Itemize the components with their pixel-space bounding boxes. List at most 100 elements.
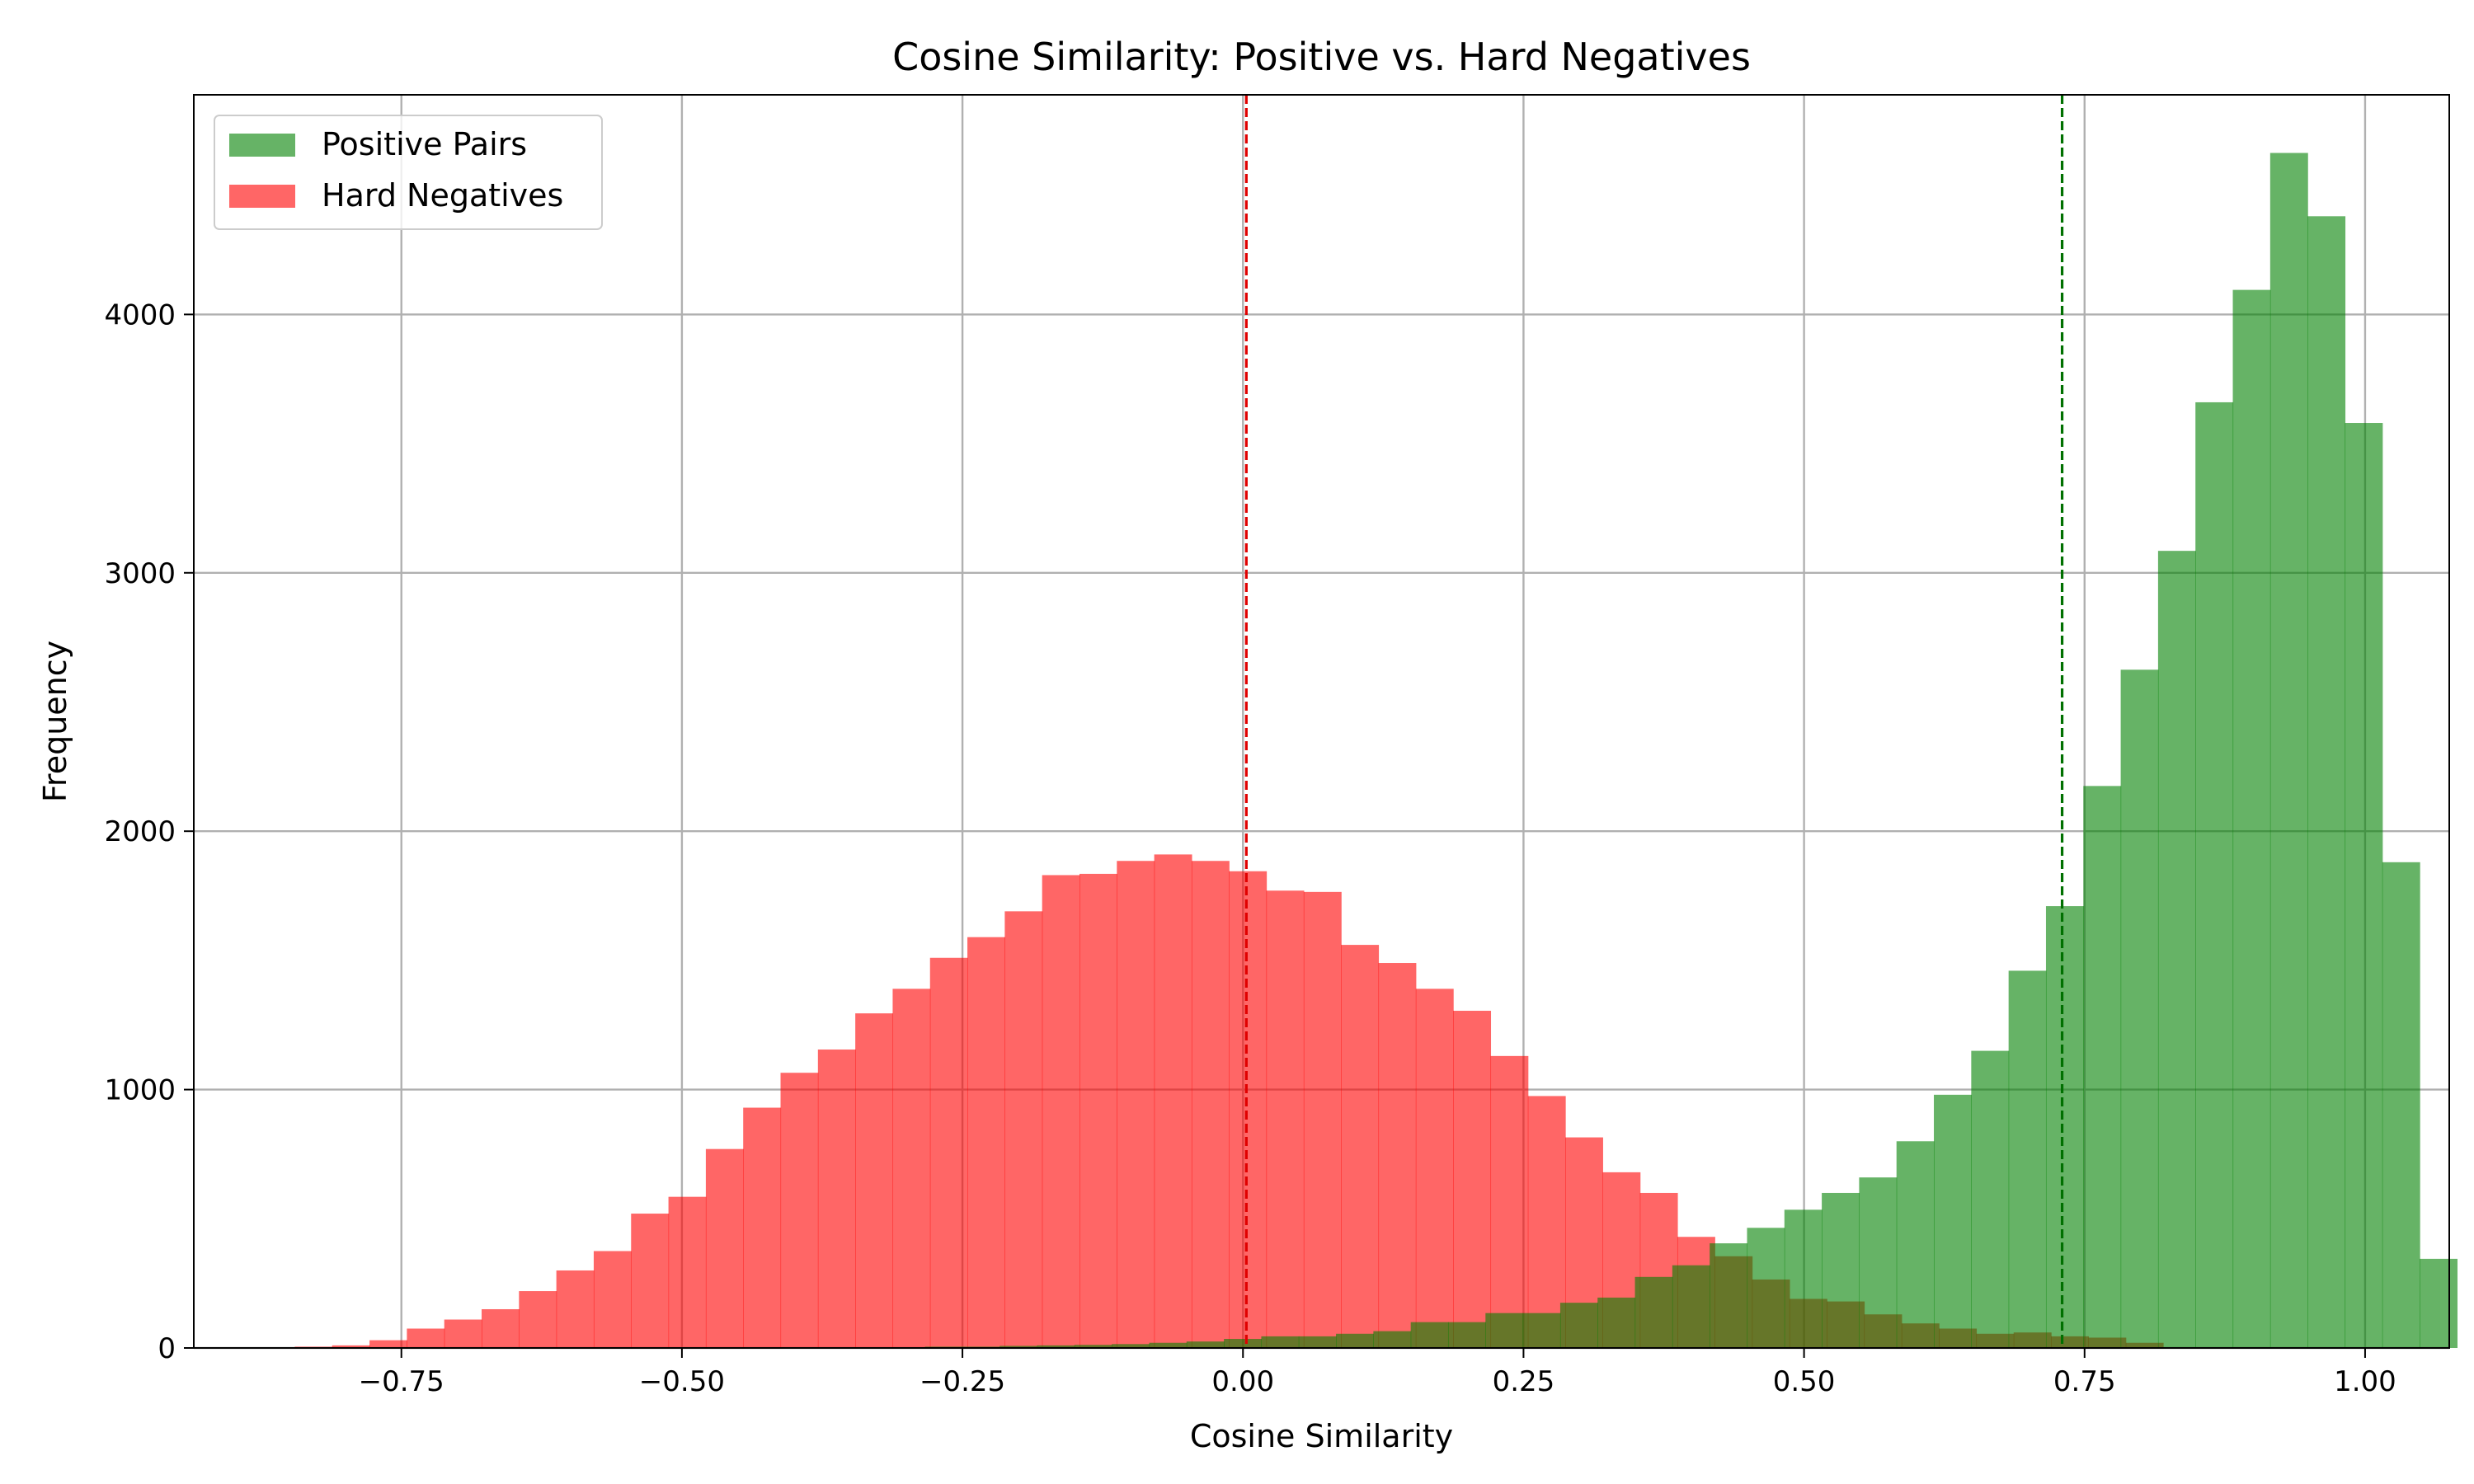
plot-frame — [193, 94, 2450, 1349]
histogram-bar — [1859, 1177, 1898, 1348]
histogram-bar — [2008, 970, 2047, 1348]
histogram-bar — [892, 989, 931, 1348]
histogram-bar — [1079, 873, 1117, 1348]
histogram-bars — [294, 153, 2458, 1349]
histogram-bar — [1453, 1011, 1492, 1348]
histogram-bar — [2120, 669, 2159, 1348]
legend-label: Hard Negatives — [322, 177, 563, 214]
histogram-bar — [1154, 854, 1192, 1348]
x-axis-title: Cosine Similarity — [1190, 1418, 1453, 1454]
histogram-bar — [1229, 871, 1268, 1348]
histogram-bar — [668, 1196, 707, 1348]
histogram-bar — [1378, 963, 1417, 1348]
histogram-bar — [2382, 862, 2420, 1348]
histogram-bar — [1822, 1192, 1860, 1348]
histogram-bar — [407, 1328, 445, 1348]
histogram-bar — [1971, 1050, 2010, 1348]
legend-swatch — [229, 185, 295, 208]
histogram-bar — [1415, 989, 1454, 1348]
histogram-bar — [1784, 1209, 1823, 1348]
legend: Positive Pairs Hard Negatives — [214, 115, 603, 230]
x-tick-label: 0.50 — [1773, 1365, 1836, 1398]
histogram-bar — [1117, 861, 1155, 1348]
histogram-bar — [1527, 1096, 1566, 1348]
x-tick-label: 0.00 — [1211, 1365, 1274, 1398]
y-tick-label: 4000 — [104, 298, 176, 331]
histogram-bar — [2157, 551, 2196, 1348]
histogram-bar — [1490, 1055, 1529, 1348]
histogram-bar — [1373, 1331, 1412, 1348]
histogram-bar — [1710, 1243, 1748, 1348]
histogram-bar — [1266, 890, 1305, 1348]
series-positive-pairs — [850, 153, 2458, 1349]
histogram-bar — [2420, 1258, 2458, 1348]
histogram-bar — [2269, 153, 2308, 1348]
x-tick-label: 1.00 — [2334, 1365, 2396, 1398]
histogram-bar — [1747, 1228, 1785, 1348]
histogram-bar — [332, 1345, 370, 1348]
x-axis-ticks: −0.75 −0.50 −0.25 0.00 0.25 0.50 0.75 1.00 — [359, 1348, 2396, 1398]
y-tick-label: 1000 — [104, 1074, 176, 1107]
histogram-bar — [1410, 1322, 1449, 1348]
y-tick-label: 0 — [158, 1332, 176, 1365]
x-tick-label: 0.25 — [1493, 1365, 1555, 1398]
x-tick-label: −0.75 — [359, 1365, 444, 1398]
histogram-bar — [1447, 1322, 1486, 1348]
histogram-bar — [482, 1308, 520, 1348]
legend-box — [214, 115, 603, 230]
histogram-bar — [743, 1107, 782, 1348]
x-tick-label: 0.75 — [2053, 1365, 2116, 1398]
histogram-bar — [1896, 1141, 1935, 1348]
legend-label: Positive Pairs — [322, 126, 527, 162]
histogram-bar — [593, 1251, 632, 1348]
histogram-bar — [631, 1214, 670, 1348]
histogram-bar — [1672, 1265, 1710, 1348]
histogram-bar — [1341, 945, 1380, 1348]
histogram-bar — [2045, 906, 2084, 1348]
histogram-bar — [1634, 1276, 1673, 1348]
histogram-bar — [1186, 1341, 1225, 1348]
histogram-bar — [444, 1319, 482, 1348]
histogram-bar — [2083, 786, 2122, 1348]
histogram-bar — [1298, 1336, 1337, 1348]
histogram-bar — [1037, 1345, 1075, 1348]
histogram-bar — [369, 1340, 407, 1348]
y-tick-label: 2000 — [104, 815, 176, 848]
histogram-bar — [1934, 1094, 1972, 1348]
mean-lines — [1244, 95, 2064, 1348]
x-tick-label: −0.25 — [920, 1365, 1005, 1398]
histogram-bar — [519, 1291, 557, 1348]
histogram-bar — [2307, 216, 2346, 1349]
y-tick-label: 3000 — [104, 557, 176, 590]
y-axis-ticks: 0 1000 2000 3000 4000 — [104, 298, 194, 1365]
histogram-bar — [1485, 1313, 1524, 1348]
histogram-bar — [1149, 1342, 1188, 1348]
histogram-bar — [1303, 891, 1342, 1348]
histogram-bar — [1042, 875, 1080, 1348]
histogram-bar — [999, 1345, 1038, 1348]
histogram-bar — [1261, 1336, 1300, 1348]
histogram-bar — [929, 957, 968, 1348]
histogram-bar — [2195, 402, 2234, 1348]
histogram-bar — [1112, 1344, 1150, 1348]
histogram-bar — [556, 1270, 595, 1348]
histogram-bar — [1004, 911, 1043, 1348]
histogram-bar — [2345, 423, 2383, 1348]
histogram-bar — [2232, 289, 2271, 1349]
histogram-bar — [780, 1073, 819, 1348]
histogram-bar — [855, 1013, 894, 1348]
y-axis-title: Frequency — [37, 641, 73, 802]
histogram-bar — [1559, 1303, 1598, 1348]
histogram-bar — [1224, 1339, 1263, 1348]
histogram-bar — [1074, 1345, 1112, 1348]
histogram-bar — [1522, 1313, 1561, 1348]
legend-swatch — [229, 134, 295, 157]
histogram-bar — [817, 1050, 856, 1348]
chart-title: Cosine Similarity: Positive vs. Hard Neg… — [892, 35, 1751, 79]
histogram-bar — [1191, 861, 1230, 1348]
x-tick-label: −0.50 — [639, 1365, 725, 1398]
histogram-bar — [1336, 1333, 1374, 1348]
histogram-bar — [1597, 1297, 1636, 1348]
histogram-bar — [705, 1148, 744, 1348]
